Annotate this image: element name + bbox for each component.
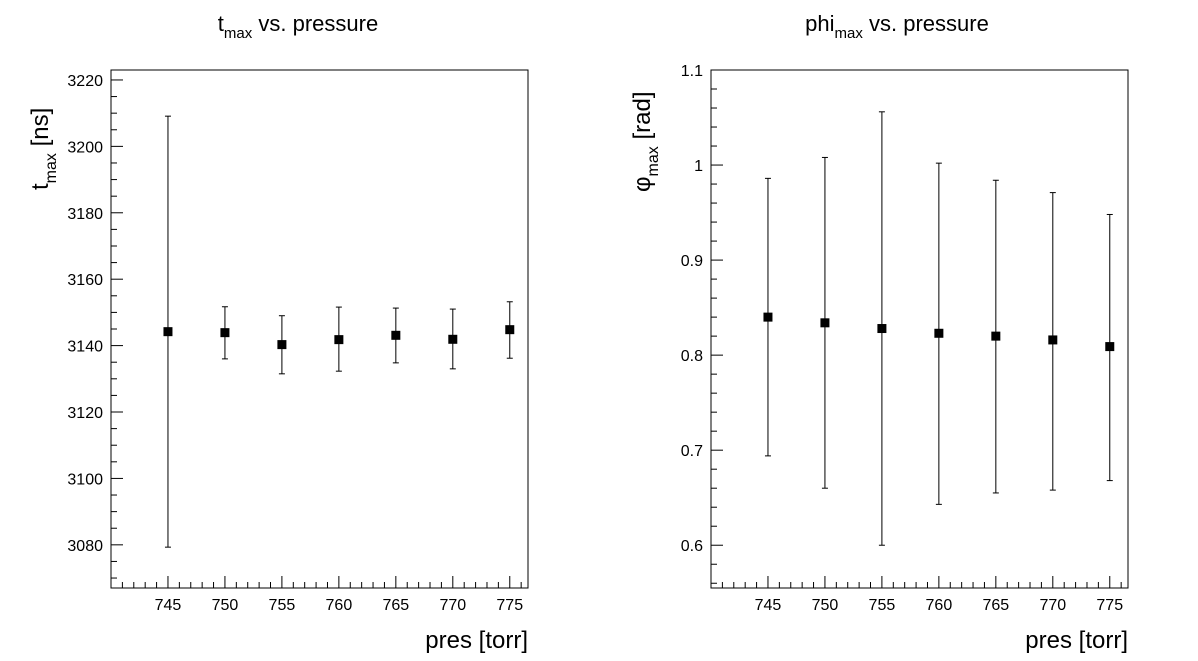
plot-frame-tmax [110, 69, 529, 589]
chart-panel-phimax: phimax vs. pressure 745 750 755 760 765 770 77… [629, 11, 1129, 654]
data-point-marker [277, 340, 287, 350]
x-axis-label-phimax: pres [torr] [1025, 627, 1128, 654]
x-tick-label: 760 [926, 597, 953, 614]
data-point-marker [391, 330, 401, 340]
data-point-marker [763, 312, 773, 322]
y-tick-label: 3120 [67, 405, 103, 422]
chart-panel-tmax: tmax vs. pressure 745 750 755 760 765 770 775 … [27, 11, 529, 654]
y-tick-label: 1.1 [681, 63, 703, 80]
y-tick-label: 3200 [67, 139, 103, 156]
x-tick-label: 770 [439, 597, 466, 614]
data-point-marker [1048, 335, 1058, 345]
x-axis-ticks-phimax: 745 750 755 760 765 770 775 [710, 576, 1123, 614]
x-tick-label: 755 [269, 597, 296, 614]
x-axis-ticks-tmax: 745 750 755 760 765 770 775 [110, 576, 523, 614]
chart-title-tmax: tmax vs. pressure [218, 11, 378, 42]
data-point-marker [820, 318, 830, 328]
y-tick-label: 3220 [67, 73, 103, 90]
data-points-tmax [163, 115, 515, 548]
plot-frame-phimax [710, 69, 1129, 589]
x-axis-label-tmax: pres [torr] [425, 627, 528, 654]
y-axis-ticks-tmax: 3080 3100 3120 3140 3160 3180 3200 3220 [67, 73, 123, 579]
y-axis-label-phimax: φmax [rad] [629, 92, 662, 193]
x-tick-label: 765 [382, 597, 409, 614]
chart-title-phimax: phimax vs. pressure [805, 11, 989, 42]
y-tick-label: 0.7 [681, 443, 703, 460]
y-tick-label: 0.9 [681, 253, 703, 270]
data-point-marker [1105, 342, 1115, 352]
data-points-phimax [763, 111, 1115, 546]
x-tick-label: 745 [155, 597, 182, 614]
data-point-marker [505, 325, 515, 335]
y-tick-label: 3140 [67, 339, 103, 356]
y-tick-label: 3180 [67, 206, 103, 223]
y-tick-label: 3160 [67, 272, 103, 289]
data-point-marker [220, 328, 230, 338]
x-tick-label: 750 [812, 597, 839, 614]
x-tick-label: 755 [869, 597, 896, 614]
x-tick-label: 750 [212, 597, 239, 614]
x-tick-label: 745 [755, 597, 782, 614]
y-tick-label: 1 [694, 158, 703, 175]
data-point-marker [991, 331, 1001, 341]
x-tick-label: 775 [496, 597, 523, 614]
x-tick-label: 770 [1039, 597, 1066, 614]
x-tick-label: 760 [326, 597, 353, 614]
data-point-marker [163, 327, 173, 337]
y-tick-label: 3100 [67, 471, 103, 488]
y-axis-label-tmax: tmax [ns] [27, 108, 60, 190]
y-tick-label: 0.8 [681, 348, 703, 365]
y-tick-label: 3080 [67, 538, 103, 555]
data-point-marker [334, 335, 344, 345]
y-tick-label: 0.6 [681, 538, 703, 555]
x-tick-label: 775 [1096, 597, 1123, 614]
data-point-marker [877, 324, 887, 334]
data-point-marker [934, 328, 944, 338]
y-axis-ticks-phimax: 0.6 0.7 0.8 0.9 1 1.1 [681, 63, 723, 584]
x-tick-label: 765 [982, 597, 1009, 614]
data-point-marker [448, 334, 458, 344]
